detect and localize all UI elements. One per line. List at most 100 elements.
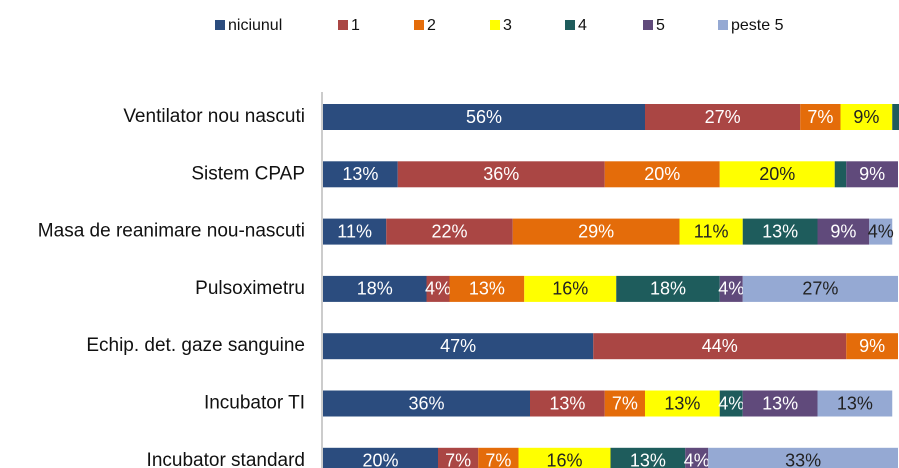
data-label: 7%	[485, 451, 511, 468]
bar-segment	[426, 275, 450, 302]
data-label: 9%	[830, 221, 856, 241]
data-label: 56%	[466, 107, 502, 127]
data-label: 20%	[759, 164, 795, 184]
bar-segment	[518, 447, 611, 468]
bar-segment	[323, 390, 530, 417]
legend-label: 3	[503, 17, 512, 34]
category-label: Incubator TI	[204, 393, 305, 414]
legend-label: 5	[656, 17, 665, 34]
bar-segment	[604, 390, 645, 417]
bar-segment	[679, 218, 743, 245]
legend-swatch	[718, 20, 728, 30]
data-label: 18%	[650, 279, 686, 299]
data-label: 13%	[469, 279, 505, 299]
bar-segment	[530, 390, 605, 417]
legend-swatch	[215, 20, 225, 30]
legend-label: 4	[578, 17, 587, 34]
category-label: Pulsoximetru	[195, 278, 305, 299]
category-label: Incubator standard	[147, 450, 305, 468]
bar-segment	[386, 218, 513, 245]
bar-segment	[708, 447, 898, 468]
data-label: 13%	[630, 451, 666, 468]
bar-segment	[512, 218, 680, 245]
data-label: 9%	[859, 336, 885, 356]
data-label: 4%	[868, 221, 894, 241]
legend-swatch	[643, 20, 653, 30]
bar-segment	[685, 447, 709, 468]
legend-label: 1	[351, 17, 360, 34]
legend-label: peste 5	[731, 17, 784, 34]
data-label: 16%	[546, 451, 582, 468]
bar-segment	[323, 447, 438, 468]
data-label: 4%	[425, 279, 451, 299]
bar-segment	[719, 275, 743, 302]
bar-segment	[478, 447, 519, 468]
data-label: 27%	[802, 279, 838, 299]
bar-segment	[616, 275, 720, 302]
bar-segment	[397, 161, 605, 188]
data-label: 13%	[762, 393, 798, 413]
bar-segment	[840, 104, 893, 130]
data-label: 27%	[705, 107, 741, 127]
bar-segment	[892, 104, 899, 130]
data-label: 7%	[445, 451, 471, 468]
category-label: Masa de reanimare nou-nascuti	[38, 221, 305, 242]
legend-swatch	[338, 20, 348, 30]
bar-segment	[323, 275, 427, 302]
data-label: 47%	[440, 336, 476, 356]
legend-label: 2	[427, 17, 436, 34]
bar-segment	[645, 104, 801, 130]
bar-segment	[869, 218, 893, 245]
bar-segment	[834, 161, 847, 188]
bar-segment	[323, 333, 594, 360]
data-label: 4%	[718, 279, 744, 299]
data-label: 13%	[837, 393, 873, 413]
data-label: 4%	[718, 393, 744, 413]
data-label: 13%	[549, 393, 585, 413]
bar-segment	[846, 333, 898, 360]
bar-segment	[719, 161, 835, 188]
bar-segment	[817, 218, 870, 245]
data-label: 7%	[807, 107, 833, 127]
bar-segment	[719, 390, 743, 417]
bar-segment	[817, 390, 893, 417]
data-label: 20%	[644, 164, 680, 184]
data-label: 7%	[612, 393, 638, 413]
bar-segment	[645, 390, 720, 417]
bar-segment	[524, 275, 617, 302]
bar-segment	[323, 218, 387, 245]
data-label: 4%	[684, 451, 710, 468]
data-label: 20%	[362, 451, 398, 468]
bar-segment	[742, 218, 818, 245]
bar-segment	[593, 333, 847, 360]
bar-segment	[742, 275, 898, 302]
data-label: 44%	[702, 336, 738, 356]
data-label: 29%	[578, 221, 614, 241]
legend-swatch	[414, 20, 424, 30]
bar-segment	[742, 390, 818, 417]
bar-segment	[610, 447, 686, 468]
data-label: 36%	[483, 164, 519, 184]
legend-label: niciunul	[228, 17, 282, 34]
bar-segment	[323, 104, 645, 130]
bar-segment	[846, 161, 898, 188]
bar-segment	[438, 447, 479, 468]
data-label: 33%	[785, 451, 821, 468]
data-label: 11%	[694, 221, 729, 241]
bar-segment	[604, 161, 720, 188]
bar-segment	[449, 275, 525, 302]
bar-segment	[800, 104, 841, 130]
legend-swatch	[490, 20, 500, 30]
data-label: 9%	[859, 164, 885, 184]
data-label: 13%	[342, 164, 378, 184]
bar-segment	[323, 161, 398, 188]
data-label: 13%	[762, 221, 798, 241]
data-label: 16%	[552, 279, 588, 299]
data-label: 22%	[431, 221, 467, 241]
category-label: Ventilator nou nascuti	[123, 106, 305, 127]
category-label: Sistem CPAP	[191, 163, 305, 184]
data-label: 13%	[664, 393, 700, 413]
data-label: 36%	[408, 393, 444, 413]
data-label: 9%	[853, 107, 879, 127]
